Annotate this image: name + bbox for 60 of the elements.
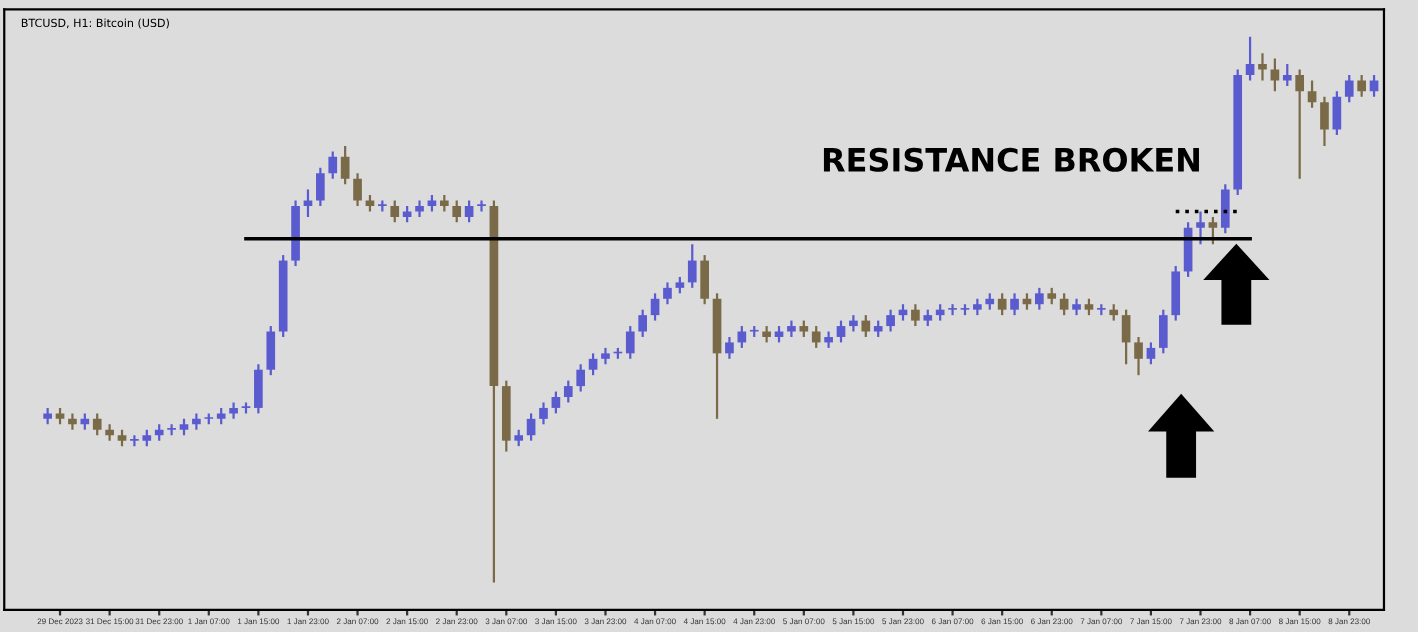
candlestick	[539, 401, 548, 426]
candlestick	[1196, 210, 1205, 246]
candlestick	[638, 308, 647, 339]
candlestick	[886, 308, 895, 333]
annotation: RESISTANCE BROKEN	[823, 147, 1199, 172]
candlestick	[1332, 90, 1342, 137]
candlestick	[1208, 215, 1218, 246]
candlestick	[1158, 308, 1168, 355]
candlestick	[1035, 286, 1044, 311]
candlestick	[588, 352, 598, 377]
candlestick	[1320, 95, 1329, 148]
candlestick	[811, 324, 821, 349]
candlestick	[737, 324, 747, 349]
candlestick	[266, 324, 276, 377]
candlestick	[353, 172, 362, 208]
candlestick	[1295, 68, 1305, 180]
candlestick	[464, 199, 474, 224]
candlestick	[390, 199, 400, 224]
candlestick	[948, 303, 957, 317]
candlestick	[861, 314, 871, 339]
candlestick	[328, 150, 338, 180]
candlestick	[526, 412, 536, 442]
candlestick	[576, 363, 586, 393]
candlestick	[849, 314, 858, 333]
candlestick	[1344, 73, 1354, 104]
candlestick	[452, 199, 462, 224]
candlestick	[1134, 335, 1143, 377]
candlestick	[477, 199, 486, 213]
candlestick	[997, 292, 1007, 317]
candlestick	[68, 412, 77, 431]
candlestick	[192, 412, 201, 431]
candlestick	[1307, 79, 1317, 109]
candlestick	[92, 412, 102, 437]
candlestick	[1357, 73, 1366, 98]
candlestick	[1369, 73, 1379, 98]
candlestick	[1282, 62, 1292, 87]
candlestick	[1245, 35, 1255, 82]
candlestick	[911, 303, 920, 328]
candlestick	[700, 253, 709, 306]
candlestick	[1258, 52, 1267, 82]
candlestick	[167, 423, 176, 437]
candlestick	[663, 281, 672, 306]
candlestick	[1220, 183, 1230, 235]
candlestick	[687, 243, 697, 289]
candlestick	[1059, 292, 1069, 317]
candlestick	[1171, 264, 1181, 322]
candlestick	[836, 319, 846, 344]
candlestick	[229, 401, 238, 420]
candlestick	[340, 144, 350, 186]
candlestick	[625, 324, 635, 360]
candlestick	[1121, 308, 1131, 366]
candlestick	[725, 335, 734, 360]
candlestick	[551, 390, 561, 415]
candlestick	[563, 379, 573, 404]
candlestick	[316, 166, 325, 208]
candlestick	[415, 199, 424, 218]
candlestick	[650, 292, 660, 322]
candlestick	[1010, 292, 1019, 317]
candlestick	[254, 363, 263, 415]
candlestick	[1146, 341, 1156, 366]
